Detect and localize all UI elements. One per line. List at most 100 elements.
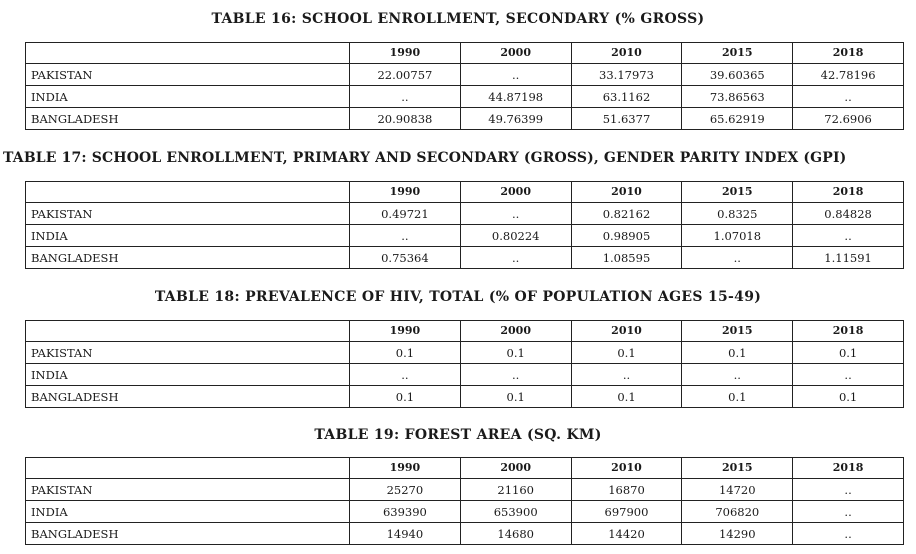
year-header: 2015	[681, 457, 794, 479]
value-cell: 706820	[681, 500, 794, 523]
country-cell: PAKISTAN	[25, 341, 350, 364]
value-cell: ..	[349, 85, 461, 108]
table-row: BANGLADESH 14940 14680 14420 14290 ..	[25, 522, 904, 545]
value-cell: 0.98905	[570, 224, 683, 247]
country-cell: PAKISTAN	[25, 202, 350, 225]
value-cell: 21160	[459, 478, 572, 501]
value-cell: 639390	[349, 500, 461, 523]
country-cell: BANGLADESH	[25, 522, 350, 545]
table-row: INDIA .. 0.80224 0.98905 1.07018 ..	[25, 224, 904, 247]
value-cell: 42.78196	[792, 63, 904, 86]
value-cell: 14720	[681, 478, 794, 501]
country-cell: INDIA	[25, 363, 350, 386]
year-header: 2018	[792, 320, 904, 342]
year-header: 2015	[681, 181, 794, 203]
value-cell: 33.17973	[570, 63, 683, 86]
value-cell: 0.8325	[681, 202, 794, 225]
table-17: 1990 2000 2010 2015 2018 PAKISTAN 0.4972…	[25, 181, 904, 269]
value-cell: ..	[459, 63, 572, 86]
value-cell: ..	[459, 363, 572, 386]
value-cell: ..	[792, 478, 904, 501]
value-cell: 25270	[349, 478, 461, 501]
value-cell: 0.1	[792, 385, 904, 408]
value-cell: 0.1	[570, 341, 683, 364]
value-cell: 0.49721	[349, 202, 461, 225]
year-header: 2010	[570, 181, 683, 203]
table-19: 1990 2000 2010 2015 2018 PAKISTAN 25270 …	[25, 457, 904, 545]
country-cell: BANGLADESH	[25, 246, 350, 269]
country-cell: PAKISTAN	[25, 478, 350, 501]
table-row: INDIA .. .. .. .. ..	[25, 363, 904, 386]
table-header-row: 1990 2000 2010 2015 2018	[25, 320, 904, 342]
value-cell: 44.87198	[459, 85, 572, 108]
value-cell: 0.1	[349, 341, 461, 364]
table-row: PAKISTAN 22.00757 .. 33.17973 39.60365 4…	[25, 63, 904, 86]
value-cell: ..	[349, 363, 461, 386]
value-cell: ..	[792, 363, 904, 386]
value-cell: 1.07018	[681, 224, 794, 247]
value-cell: ..	[792, 85, 904, 108]
year-header: 2000	[459, 457, 572, 479]
value-cell: ..	[681, 363, 794, 386]
value-cell: 0.75364	[349, 246, 461, 269]
value-cell: 0.1	[570, 385, 683, 408]
value-cell: 1.08595	[570, 246, 683, 269]
table-16: 1990 2000 2010 2015 2018 PAKISTAN 22.007…	[25, 42, 904, 130]
table-header-row: 1990 2000 2010 2015 2018	[25, 457, 904, 479]
value-cell: 65.62919	[681, 107, 794, 130]
value-cell: 0.82162	[570, 202, 683, 225]
country-cell: INDIA	[25, 224, 350, 247]
value-cell: 16870	[570, 478, 683, 501]
year-header: 2018	[792, 42, 904, 64]
value-cell: 697900	[570, 500, 683, 523]
value-cell: 49.76399	[459, 107, 572, 130]
value-cell: 39.60365	[681, 63, 794, 86]
year-header: 2000	[459, 181, 572, 203]
value-cell: 51.6377	[570, 107, 683, 130]
value-cell: 0.1	[459, 341, 572, 364]
country-cell: INDIA	[25, 85, 350, 108]
corner-cell	[25, 181, 350, 203]
year-header: 1990	[349, 42, 461, 64]
year-header: 2018	[792, 181, 904, 203]
year-header: 1990	[349, 181, 461, 203]
table-row: BANGLADESH 0.75364 .. 1.08595 .. 1.11591	[25, 246, 904, 269]
value-cell: 0.1	[792, 341, 904, 364]
year-header: 2018	[792, 457, 904, 479]
table-19-title: TABLE 19: FOREST AREA (SQ. KM)	[314, 427, 602, 443]
corner-cell	[25, 42, 350, 64]
table-18-title: TABLE 18: PREVALENCE OF HIV, TOTAL (% OF…	[154, 289, 762, 305]
country-cell: BANGLADESH	[25, 107, 350, 130]
table-header-row: 1990 2000 2010 2015 2018	[25, 42, 904, 64]
value-cell: ..	[792, 224, 904, 247]
value-cell: 63.1162	[570, 85, 683, 108]
value-cell: 1.11591	[792, 246, 904, 269]
value-cell: ..	[349, 224, 461, 247]
value-cell: 73.86563	[681, 85, 794, 108]
table-row: PAKISTAN 0.1 0.1 0.1 0.1 0.1	[25, 341, 904, 364]
year-header: 2015	[681, 320, 794, 342]
value-cell: 0.1	[681, 341, 794, 364]
year-header: 2010	[570, 42, 683, 64]
table-row: PAKISTAN 0.49721 .. 0.82162 0.8325 0.848…	[25, 202, 904, 225]
value-cell: 14940	[349, 522, 461, 545]
country-cell: BANGLADESH	[25, 385, 350, 408]
corner-cell	[25, 457, 350, 479]
value-cell: ..	[459, 246, 572, 269]
table-row: BANGLADESH 20.90838 49.76399 51.6377 65.…	[25, 107, 904, 130]
country-cell: PAKISTAN	[25, 63, 350, 86]
year-header: 2010	[570, 457, 683, 479]
table-row: PAKISTAN 25270 21160 16870 14720 ..	[25, 478, 904, 501]
year-header: 2000	[459, 42, 572, 64]
table-row: BANGLADESH 0.1 0.1 0.1 0.1 0.1	[25, 385, 904, 408]
value-cell: ..	[681, 246, 794, 269]
value-cell: 22.00757	[349, 63, 461, 86]
value-cell: 72.6906	[792, 107, 904, 130]
table-row: INDIA 639390 653900 697900 706820 ..	[25, 500, 904, 523]
corner-cell	[25, 320, 350, 342]
table-row: INDIA .. 44.87198 63.1162 73.86563 ..	[25, 85, 904, 108]
year-header: 2015	[681, 42, 794, 64]
value-cell: 14420	[570, 522, 683, 545]
table-header-row: 1990 2000 2010 2015 2018	[25, 181, 904, 203]
table-18: 1990 2000 2010 2015 2018 PAKISTAN 0.1 0.…	[25, 320, 904, 408]
